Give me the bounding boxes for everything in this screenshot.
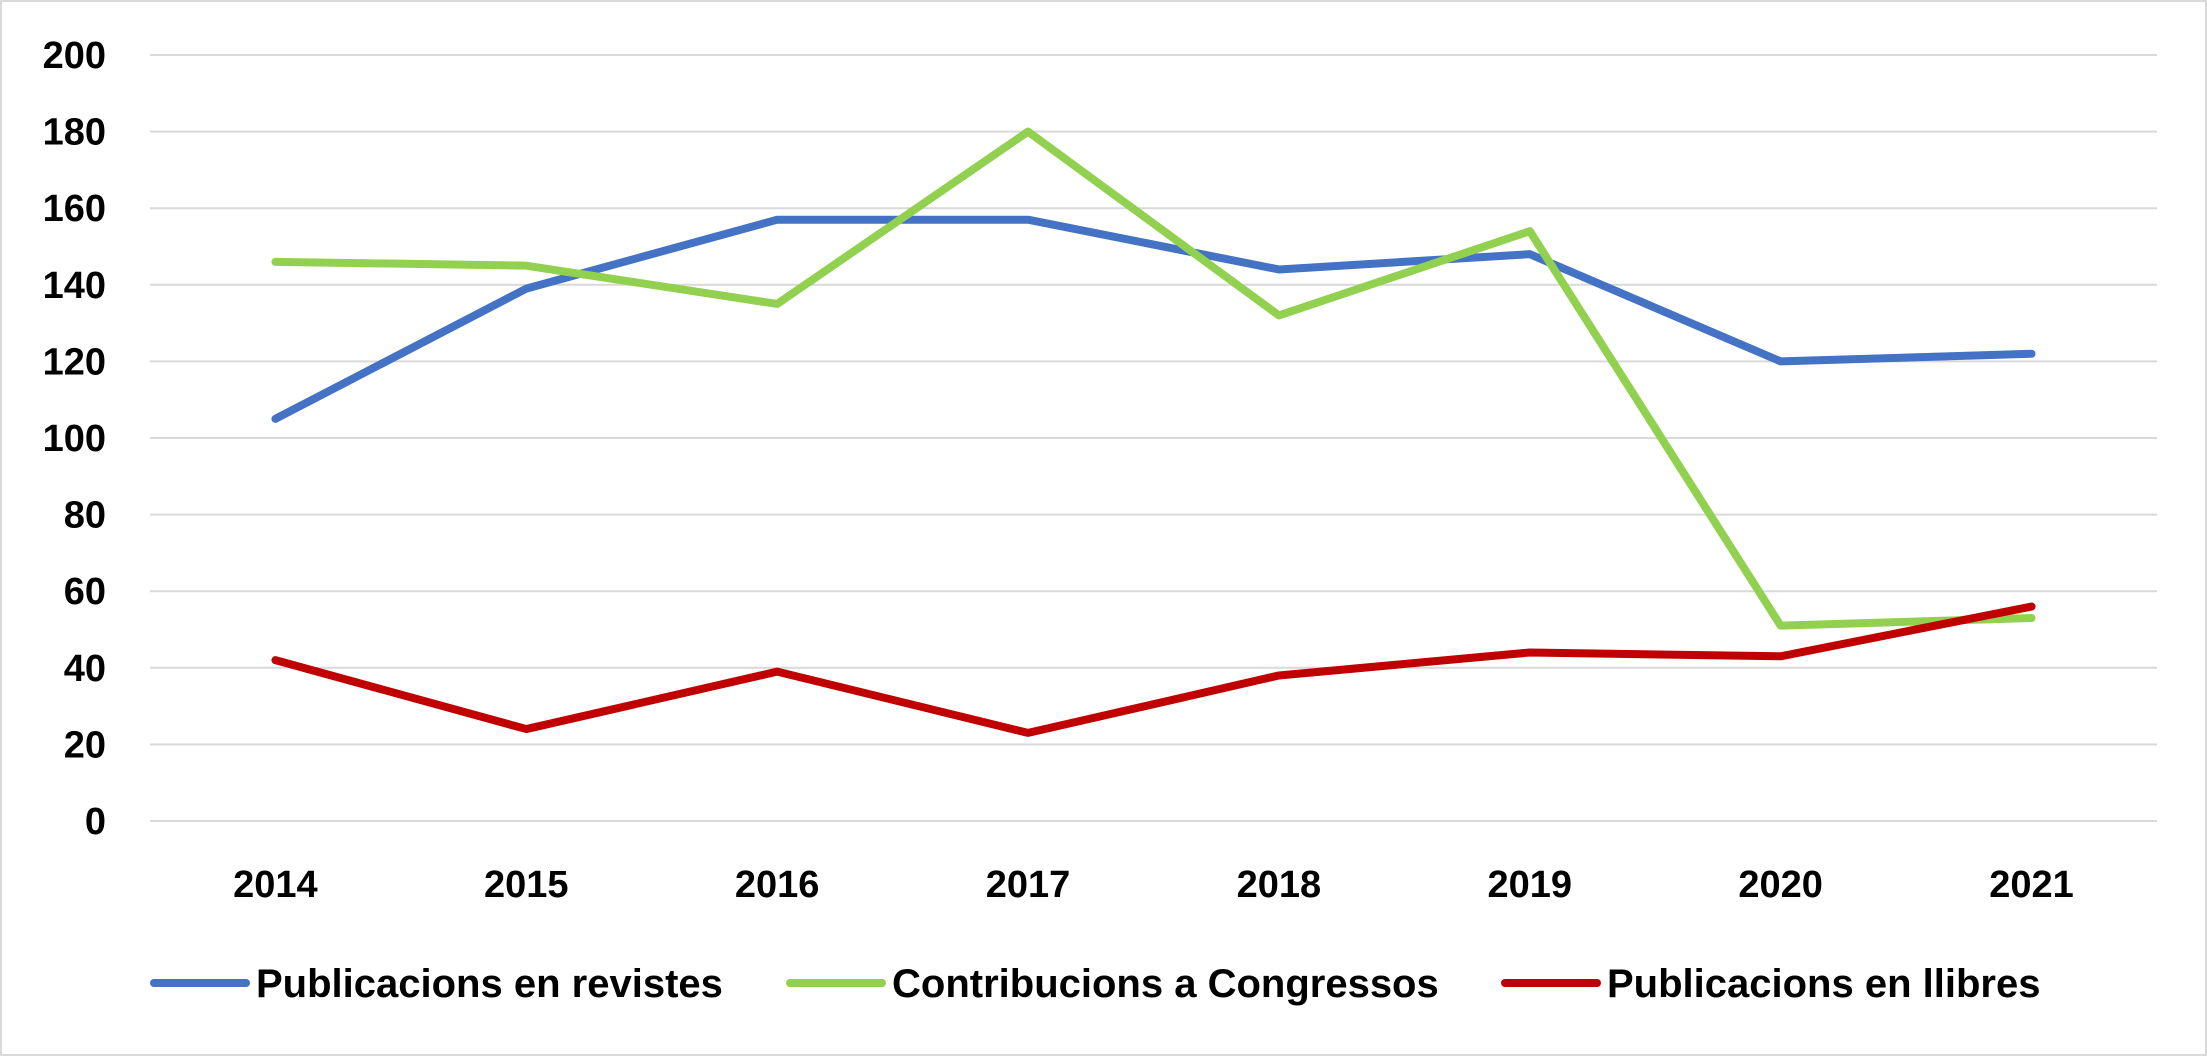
x-tick-label: 2017 — [986, 864, 1071, 906]
y-tick-label: 20 — [64, 724, 106, 766]
y-tick-label: 80 — [64, 495, 106, 537]
series-line-3 — [275, 607, 2031, 733]
x-tick-label: 2016 — [735, 864, 820, 906]
x-tick-label: 2020 — [1738, 864, 1823, 906]
y-tick-label: 40 — [64, 648, 106, 690]
x-axis: 2014 2015 2016 2017 2018 2019 2020 2021 — [233, 864, 2074, 906]
x-tick-label: 2018 — [1237, 864, 1322, 906]
legend-label-1: Publicacions en revistes — [256, 962, 723, 1006]
y-axis: 0 20 40 60 80 100 120 140 160 180 200 — [43, 35, 106, 843]
series-line-1 — [275, 220, 2031, 419]
y-tick-label: 60 — [64, 571, 106, 613]
legend-label-2: Contribucions a Congressos — [892, 962, 1439, 1006]
x-tick-label: 2014 — [233, 864, 318, 906]
legend-label-3: Publicacions en llibres — [1607, 962, 2040, 1006]
series-lines — [275, 132, 2031, 734]
x-tick-label: 2019 — [1488, 864, 1573, 906]
series-line-2 — [275, 132, 2031, 626]
legend: Publicacions en revistes Contribucions a … — [154, 962, 2040, 1006]
y-tick-label: 100 — [43, 418, 106, 460]
y-tick-label: 120 — [43, 341, 106, 383]
y-tick-label: 200 — [43, 35, 106, 77]
y-tick-label: 160 — [43, 188, 106, 230]
y-tick-label: 0 — [85, 801, 106, 843]
x-tick-label: 2015 — [484, 864, 569, 906]
y-tick-label: 180 — [43, 112, 106, 154]
x-tick-label: 2021 — [1989, 864, 2074, 906]
y-tick-label: 140 — [43, 265, 106, 307]
